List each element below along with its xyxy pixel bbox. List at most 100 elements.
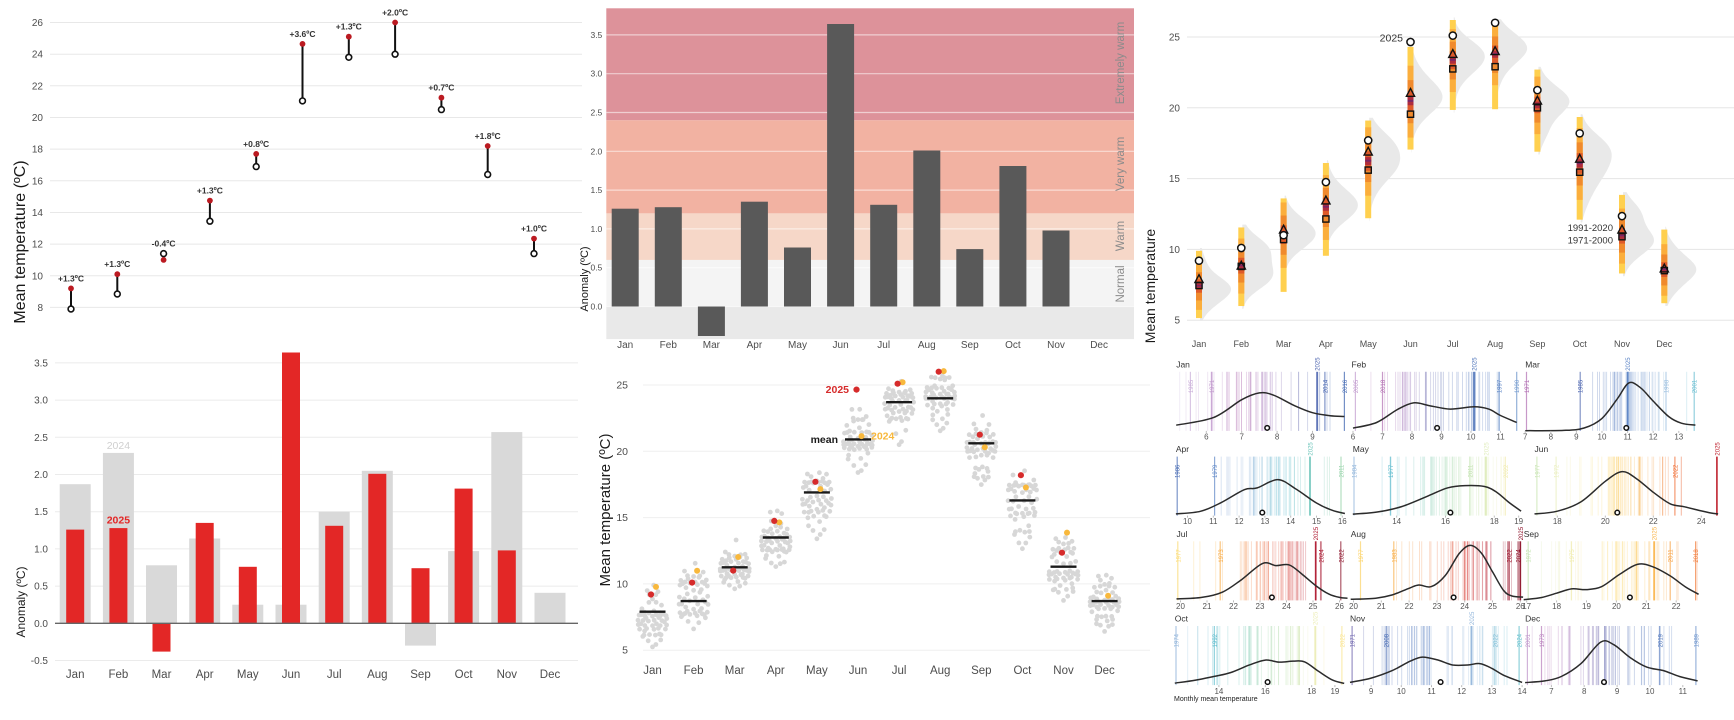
svg-text:0.0: 0.0 [590,302,602,312]
svg-text:2018: 2018 [1381,379,1387,393]
svg-text:16: 16 [32,176,44,187]
svg-text:10: 10 [1467,433,1476,442]
svg-text:20: 20 [1176,602,1185,611]
svg-text:12: 12 [1649,433,1658,442]
svg-text:6: 6 [1204,433,1209,442]
svg-text:9: 9 [1574,433,1579,442]
svg-text:Warm: Warm [1115,221,1127,251]
svg-text:25: 25 [616,380,628,392]
svg-text:Jun: Jun [282,669,301,681]
svg-text:15: 15 [1169,174,1181,185]
svg-text:10: 10 [616,578,628,590]
svg-text:Sep: Sep [971,665,991,677]
svg-text:Sep: Sep [1524,529,1539,539]
svg-text:13: 13 [1674,433,1683,442]
svg-text:Anomaly (ºC): Anomaly (ºC) [14,566,28,637]
svg-text:1971: 1971 [1351,633,1357,647]
svg-text:15: 15 [616,512,628,524]
svg-text:26: 26 [32,18,44,29]
svg-text:Nov: Nov [497,669,518,681]
svg-text:2.5: 2.5 [590,108,602,118]
svg-text:Anomaly (ºC): Anomaly (ºC) [579,246,591,311]
svg-text:Aug: Aug [1487,339,1503,349]
svg-text:Apr: Apr [1176,444,1189,454]
svg-text:2025: 2025 [1314,611,1320,625]
svg-text:9: 9 [1439,433,1444,442]
svg-text:Mean temperature (ºC): Mean temperature (ºC) [597,433,614,586]
svg-text:Oct: Oct [455,669,474,681]
svg-text:Jan: Jan [1192,339,1207,349]
svg-text:-0.4ºC: -0.4ºC [152,239,176,249]
svg-text:Extremely warm: Extremely warm [1115,22,1127,104]
svg-text:Oct: Oct [1175,614,1189,624]
svg-text:Nov: Nov [1614,339,1631,349]
svg-text:Jul: Jul [327,669,342,681]
svg-text:2025: 2025 [1316,357,1322,371]
svg-text:-0.5: -0.5 [31,656,49,667]
svg-text:Sep: Sep [961,340,979,351]
svg-text:May: May [237,669,259,681]
svg-text:18: 18 [1552,602,1561,611]
svg-text:19: 19 [1514,517,1523,526]
svg-text:+1.3ºC: +1.3ºC [104,259,130,269]
svg-text:19: 19 [1330,687,1339,696]
svg-text:Apr: Apr [767,665,785,677]
svg-text:0.5: 0.5 [34,582,48,593]
svg-text:Feb: Feb [108,669,128,681]
svg-text:1977: 1977 [1359,549,1365,563]
svg-text:1971: 1971 [1210,379,1216,393]
svg-text:Apr: Apr [196,669,214,681]
svg-text:2.5: 2.5 [34,433,48,444]
svg-text:19: 19 [1582,602,1591,611]
svg-text:1986: 1986 [1176,464,1182,478]
svg-text:18: 18 [1553,517,1562,526]
svg-text:Jul: Jul [1447,339,1459,349]
svg-text:Apr: Apr [747,340,763,351]
svg-text:Oct: Oct [1573,339,1588,349]
svg-text:10: 10 [1397,687,1406,696]
svg-text:24: 24 [1282,602,1291,611]
svg-text:Nov: Nov [1047,340,1065,351]
svg-text:1.5: 1.5 [590,185,602,195]
svg-text:Aug: Aug [930,665,950,677]
svg-text:14: 14 [32,208,44,219]
svg-text:12: 12 [1457,687,1466,696]
svg-text:Oct: Oct [1005,340,1021,351]
svg-text:11: 11 [1679,687,1688,696]
svg-text:18: 18 [1490,517,1499,526]
svg-text:13: 13 [1487,687,1496,696]
svg-text:Apr: Apr [1319,339,1333,349]
svg-text:May: May [1353,444,1370,454]
svg-text:9: 9 [1369,687,1374,696]
svg-text:2025: 2025 [1473,357,1479,371]
svg-text:Jun: Jun [1403,339,1418,349]
svg-text:7: 7 [1549,687,1554,696]
svg-text:20: 20 [616,446,628,458]
svg-text:Dec: Dec [1656,339,1673,349]
svg-text:11: 11 [1427,687,1436,696]
svg-text:21: 21 [1642,602,1651,611]
svg-text:13: 13 [1260,517,1269,526]
svg-text:2025: 2025 [1484,442,1490,456]
svg-text:18: 18 [32,145,44,156]
svg-text:7: 7 [1380,433,1385,442]
svg-text:Sep: Sep [1529,339,1545,349]
svg-text:23: 23 [1432,602,1441,611]
svg-text:15: 15 [1312,517,1321,526]
svg-text:Jan: Jan [1176,359,1190,369]
svg-text:10: 10 [32,271,44,282]
svg-text:2005: 2005 [1354,379,1360,393]
svg-text:20: 20 [1612,602,1621,611]
svg-text:Jan: Jan [66,669,85,681]
svg-text:3.5: 3.5 [34,358,48,369]
svg-text:2018: 2018 [1694,549,1700,563]
svg-text:Mar: Mar [703,340,721,351]
svg-text:2.0: 2.0 [590,146,602,156]
svg-text:1.0: 1.0 [590,224,602,234]
svg-text:Very warm: Very warm [1115,137,1127,191]
svg-text:2025: 2025 [107,515,131,527]
svg-text:Mar: Mar [1525,359,1540,369]
svg-text:20: 20 [32,113,44,124]
svg-text:22: 22 [1649,517,1658,526]
svg-text:Dec: Dec [1525,614,1541,624]
